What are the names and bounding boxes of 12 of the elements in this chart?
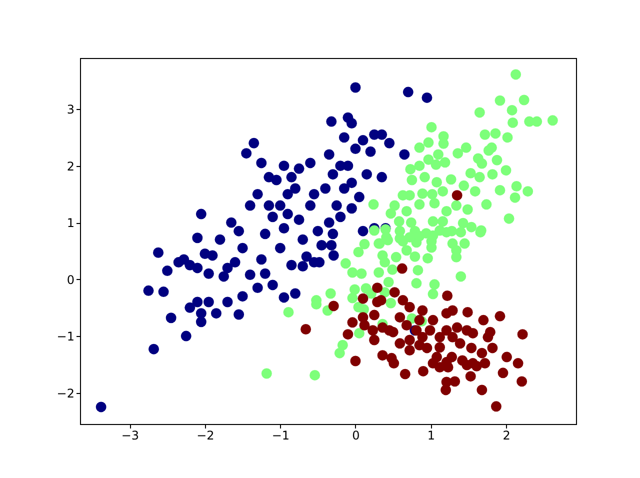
x-tick-label: −3: [121, 428, 140, 442]
y-tick-label: −1: [56, 330, 74, 344]
x-tick-label: 0: [352, 428, 360, 442]
y-tick-label: 0: [66, 272, 74, 287]
x-tick-label: 2: [502, 428, 510, 442]
x-tick-label: −1: [272, 428, 290, 442]
x-tick-label: 1: [427, 428, 436, 442]
y-tick-label: 1: [66, 216, 74, 230]
y-tick-label: −2: [56, 386, 74, 400]
x-tick-label: −2: [196, 428, 214, 442]
y-tick-label: 2: [66, 159, 74, 174]
y-tick-label: 3: [66, 102, 74, 117]
